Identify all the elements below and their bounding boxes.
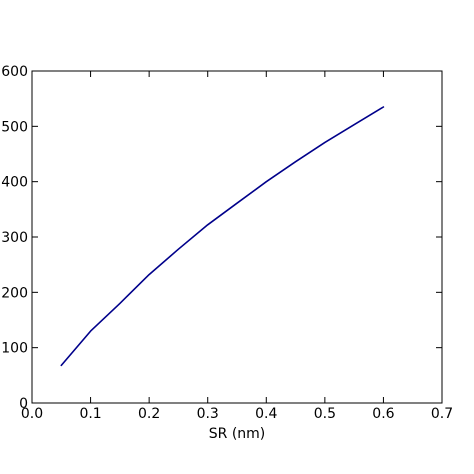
x-axis-title: SR (nm) (209, 426, 266, 442)
x-tick-label: 0.1 (79, 406, 101, 422)
y-tick-label: 400 (1, 175, 28, 191)
y-tick-label: 200 (1, 285, 28, 301)
y-tick-label: 0 (19, 396, 28, 412)
x-axis-tick-labels: 0.0 0.1 0.2 0.3 0.4 0.5 0.6 0.7 (21, 406, 453, 422)
series-line (60, 106, 385, 367)
plot-area (31, 70, 443, 404)
y-tick-label: 100 (1, 341, 28, 357)
x-tick-label: 0.6 (372, 406, 394, 422)
x-tick-label: 0.0 (21, 406, 43, 422)
y-tick-label: 500 (1, 119, 28, 135)
series-group (60, 106, 385, 367)
x-axis-ticks (31, 71, 443, 403)
y-axis-ticks (32, 70, 442, 404)
x-tick-label: 0.4 (255, 406, 277, 422)
x-tick-label: 0.5 (314, 406, 336, 422)
y-tick-label: 600 (1, 64, 28, 80)
y-axis-tick-labels: 0 100 200 300 400 500 600 (1, 64, 28, 412)
x-tick-label: 0.3 (197, 406, 219, 422)
x-tick-label: 0.7 (431, 406, 453, 422)
x-tick-label: 0.2 (138, 406, 160, 422)
y-tick-label: 300 (1, 230, 28, 246)
plot-frame (31, 70, 443, 404)
